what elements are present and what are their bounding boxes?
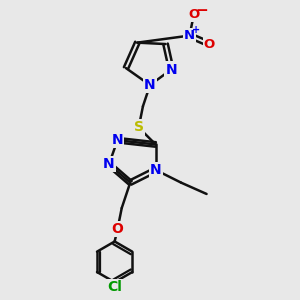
Text: Cl: Cl bbox=[107, 280, 122, 294]
Text: N: N bbox=[184, 29, 195, 42]
Text: O: O bbox=[188, 8, 200, 21]
Text: O: O bbox=[204, 38, 215, 51]
Text: N: N bbox=[144, 78, 156, 92]
Text: +: + bbox=[192, 25, 200, 35]
Text: N: N bbox=[112, 133, 123, 147]
Text: −: − bbox=[195, 4, 208, 19]
Text: O: O bbox=[112, 222, 123, 236]
Text: N: N bbox=[165, 62, 177, 76]
Text: S: S bbox=[134, 121, 144, 134]
Text: N: N bbox=[150, 163, 161, 177]
Text: N: N bbox=[103, 157, 115, 171]
